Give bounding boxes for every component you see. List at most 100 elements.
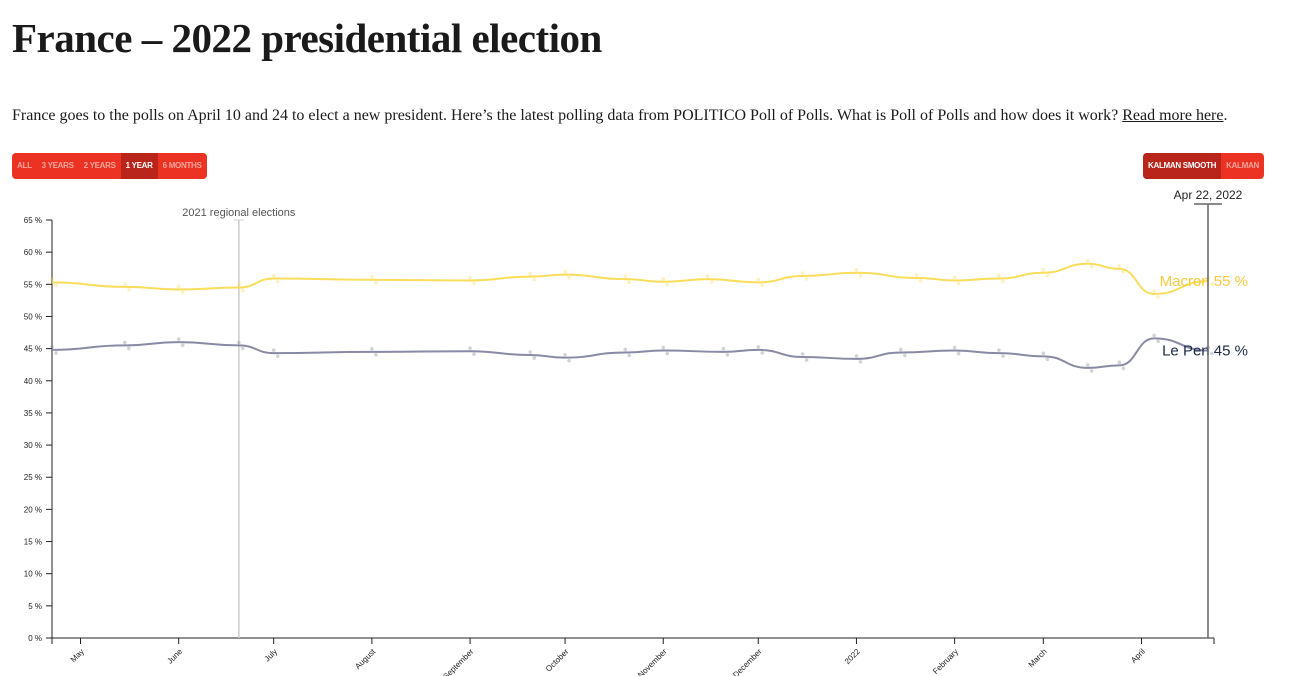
poll-point	[1001, 279, 1005, 284]
poll-point	[623, 274, 628, 278]
poll-point	[952, 345, 957, 350]
poll-point	[804, 358, 809, 362]
poll-point	[472, 352, 476, 356]
poll-point	[804, 277, 809, 281]
y-tick-label: 55 %	[24, 280, 42, 289]
poll-point	[914, 273, 919, 277]
poll-point	[1206, 276, 1210, 280]
poll-point	[1210, 351, 1214, 356]
poll-point	[661, 276, 666, 281]
poll-point	[1045, 273, 1050, 278]
range-3-years-button[interactable]: 3 YEARS	[41, 161, 74, 170]
poll-point	[176, 337, 181, 341]
kalman-smooth-button[interactable]: KALMAN SMOOTH	[1143, 153, 1222, 179]
range-all-button[interactable]: ALL	[17, 161, 32, 170]
time-range-selector: ALL 3 YEARS 2 YEARS 1 YEAR 6 MONTHS	[12, 153, 207, 179]
poll-point	[918, 279, 923, 283]
y-tick-label: 40 %	[24, 377, 42, 386]
x-tick-label: September	[441, 647, 475, 676]
y-tick-label: 10 %	[24, 570, 42, 579]
poll-point	[1121, 270, 1126, 274]
x-tick-label: February	[931, 647, 960, 676]
y-tick-label: 65 %	[24, 216, 42, 225]
poll-point	[760, 283, 765, 288]
poll-point	[50, 277, 54, 282]
poll-point	[1210, 282, 1214, 286]
poll-point	[1117, 360, 1122, 365]
poll-point	[123, 340, 127, 345]
read-more-link[interactable]: Read more here	[1122, 107, 1224, 124]
poll-point	[563, 352, 567, 357]
x-tick-label: October	[544, 647, 571, 674]
poll-point	[271, 348, 276, 352]
poll-point	[528, 271, 533, 276]
poll-point	[956, 281, 961, 286]
poll-point	[374, 281, 378, 285]
smoothing-selector: KALMAN SMOOTH KALMAN	[1143, 153, 1264, 179]
y-tick-label: 50 %	[24, 312, 42, 321]
poll-point	[374, 353, 378, 357]
series-label-macron: Macron 55 %	[1160, 273, 1248, 290]
range-2-years-button[interactable]: 2 YEARS	[83, 161, 116, 170]
page-title: France – 2022 presidential election	[12, 15, 602, 61]
poll-point	[54, 283, 58, 288]
poll-point	[1156, 295, 1160, 299]
poll-point	[1085, 363, 1090, 367]
poll-point	[532, 277, 537, 282]
poll-point	[898, 347, 903, 352]
poll-point	[1206, 345, 1210, 350]
x-tick-label: December	[731, 647, 764, 676]
poll-point	[180, 290, 185, 295]
y-tick-label: 30 %	[24, 441, 42, 450]
x-tick-label: March	[1027, 647, 1049, 669]
poll-point	[237, 282, 241, 287]
poll-point	[370, 275, 374, 279]
poll-point	[902, 353, 907, 358]
poll-point	[709, 280, 714, 284]
poll-point	[528, 350, 533, 354]
poll-point	[665, 282, 670, 287]
x-tick-label: August	[353, 647, 378, 672]
poll-point	[275, 354, 280, 358]
y-tick-label: 35 %	[24, 409, 42, 418]
poll-point	[756, 277, 761, 282]
poll-point	[1085, 258, 1090, 263]
poll-point	[468, 346, 472, 350]
poll-point	[1041, 351, 1046, 356]
poll-point	[1089, 264, 1094, 269]
poll-point	[858, 273, 863, 278]
poll-point	[237, 340, 241, 345]
poll-point	[854, 267, 859, 272]
poll-point	[854, 354, 859, 358]
poll-point	[1045, 357, 1050, 362]
poll-point	[1156, 339, 1160, 344]
poll-point	[800, 352, 805, 356]
poll-point	[241, 288, 245, 293]
poll-point	[756, 345, 761, 349]
y-tick-label: 60 %	[24, 248, 42, 257]
poll-point	[275, 279, 280, 284]
poll-point	[1152, 289, 1156, 293]
range-1-year-button[interactable]: 1 YEAR	[120, 153, 158, 179]
poll-point	[563, 269, 567, 274]
range-6-months-button[interactable]: 6 MONTHS	[162, 161, 202, 170]
poll-point	[800, 271, 805, 275]
kalman-button[interactable]: KALMAN	[1226, 161, 1259, 170]
poll-point	[623, 347, 628, 352]
poll-point	[468, 275, 472, 280]
poll-point	[1152, 333, 1156, 338]
poll-point	[661, 345, 666, 350]
x-tick-label: April	[1129, 647, 1147, 665]
trend-line-macron	[51, 262, 1209, 295]
x-tick-label: May	[69, 647, 86, 664]
poll-point	[997, 348, 1001, 352]
poll-point	[271, 273, 276, 278]
poll-point	[54, 351, 58, 355]
poll-point	[241, 346, 245, 351]
date-cursor-label: Apr 22, 2022	[1174, 188, 1243, 202]
poll-point	[370, 347, 374, 351]
poll-point	[627, 280, 632, 284]
poll-point	[532, 356, 537, 360]
y-tick-label: 25 %	[24, 473, 42, 482]
